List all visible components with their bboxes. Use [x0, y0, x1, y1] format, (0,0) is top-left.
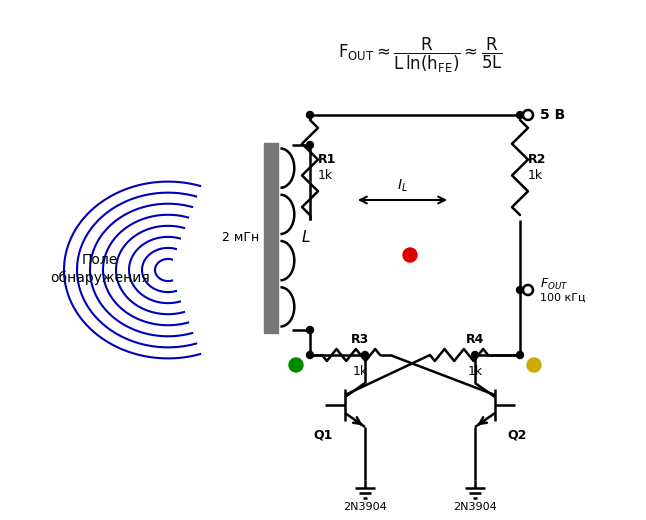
Circle shape: [403, 248, 417, 262]
Text: $F_{OUT}$: $F_{OUT}$: [540, 277, 568, 292]
Text: 5 В: 5 В: [540, 108, 565, 122]
Circle shape: [306, 327, 313, 333]
Text: Поле: Поле: [82, 253, 118, 267]
Circle shape: [306, 352, 313, 358]
Text: 2N3904: 2N3904: [343, 502, 387, 512]
Circle shape: [523, 110, 533, 120]
Circle shape: [527, 358, 541, 372]
Text: 2 мГн: 2 мГн: [222, 231, 259, 244]
Text: R2: R2: [528, 153, 547, 166]
Circle shape: [523, 285, 533, 295]
Text: $\mathsf{F_{OUT}} \approx \dfrac{\mathsf{R}}{\mathsf{L\,ln(h_{FE})}} \approx \df: $\mathsf{F_{OUT}} \approx \dfrac{\mathsf…: [337, 35, 503, 74]
Circle shape: [517, 352, 523, 358]
Circle shape: [289, 358, 303, 372]
Text: 100 кГц: 100 кГц: [540, 293, 585, 303]
Circle shape: [362, 352, 368, 358]
Text: 1k: 1k: [468, 365, 483, 378]
Text: 1k: 1k: [528, 169, 543, 182]
Text: 1k: 1k: [318, 169, 333, 182]
Text: Q2: Q2: [507, 428, 526, 441]
Bar: [264, 143, 278, 333]
Text: R1: R1: [318, 153, 337, 166]
Text: L: L: [302, 230, 311, 245]
Circle shape: [517, 111, 523, 119]
Text: R3: R3: [351, 332, 369, 345]
Text: обнаружения: обнаружения: [50, 271, 150, 285]
Text: R4: R4: [466, 332, 484, 345]
Circle shape: [306, 111, 313, 119]
Text: $I_L$: $I_L$: [397, 178, 408, 194]
Circle shape: [472, 352, 479, 358]
Text: 2N3904: 2N3904: [453, 502, 497, 512]
Circle shape: [306, 141, 313, 149]
Text: 1k: 1k: [353, 365, 368, 378]
Circle shape: [517, 287, 523, 293]
Text: Q1: Q1: [313, 428, 333, 441]
